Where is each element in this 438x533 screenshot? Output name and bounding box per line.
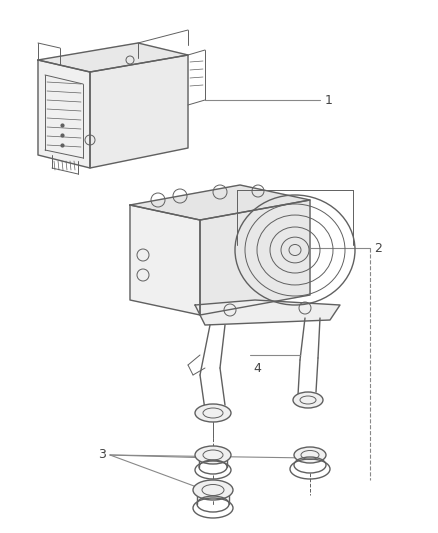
Text: 3: 3 bbox=[98, 448, 106, 462]
Ellipse shape bbox=[294, 447, 326, 463]
Ellipse shape bbox=[193, 480, 233, 500]
Polygon shape bbox=[195, 300, 340, 325]
Polygon shape bbox=[90, 55, 188, 168]
Ellipse shape bbox=[195, 446, 231, 464]
Polygon shape bbox=[130, 205, 200, 315]
Polygon shape bbox=[38, 43, 188, 72]
Text: 1: 1 bbox=[325, 93, 333, 107]
Ellipse shape bbox=[293, 392, 323, 408]
Polygon shape bbox=[38, 60, 90, 168]
Text: 4: 4 bbox=[253, 361, 261, 375]
Polygon shape bbox=[130, 185, 310, 220]
Text: 2: 2 bbox=[374, 241, 382, 254]
Ellipse shape bbox=[195, 404, 231, 422]
Polygon shape bbox=[200, 200, 310, 315]
